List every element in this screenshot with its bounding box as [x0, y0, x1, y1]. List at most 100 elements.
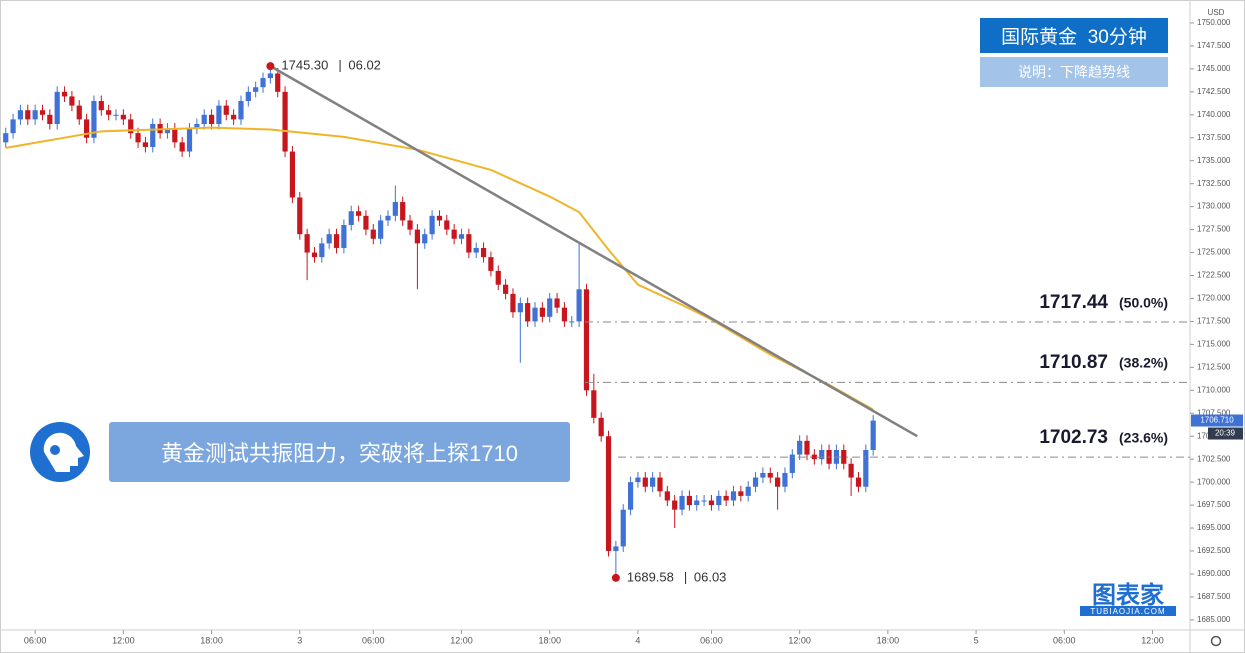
candle-body — [172, 128, 178, 143]
candle-body — [650, 477, 656, 487]
candle-body — [76, 105, 82, 120]
candle-body — [539, 307, 545, 317]
candle-body — [752, 477, 759, 487]
candle-body — [525, 303, 531, 322]
x-tick-label: 18:00 — [538, 635, 561, 645]
extreme-separator: | — [684, 569, 687, 584]
candle-body — [855, 477, 862, 487]
candle-body — [260, 78, 266, 88]
y-tick-label: 1735.000 — [1197, 156, 1231, 165]
y-tick-label: 1697.500 — [1197, 500, 1231, 509]
y-tick-label: 1745.000 — [1197, 64, 1231, 73]
candle-body — [664, 491, 670, 501]
candle-body — [466, 234, 472, 253]
candle-body — [473, 247, 479, 253]
candle-body — [561, 307, 568, 322]
candle-body — [613, 546, 619, 552]
candle-body — [201, 114, 207, 124]
candle-body — [363, 215, 369, 230]
x-tick-label: 3 — [297, 635, 302, 645]
x-tick-label: 06:00 — [362, 635, 385, 645]
candle-body — [282, 91, 288, 152]
candle-body — [635, 477, 641, 483]
y-tick-label: 1687.500 — [1197, 592, 1231, 601]
candle-body — [128, 119, 134, 134]
extreme-point — [266, 62, 275, 71]
candle-body — [517, 303, 523, 313]
candle-body — [672, 500, 678, 510]
candle-body — [378, 220, 384, 239]
candle-body — [341, 225, 347, 248]
y-tick-label: 1690.000 — [1197, 569, 1231, 578]
candle-body — [414, 229, 420, 244]
candle-body — [444, 220, 450, 230]
candle-body — [238, 101, 244, 120]
settings-icon[interactable] — [1210, 635, 1222, 647]
candle-body — [186, 128, 193, 152]
y-tick-label: 1700.000 — [1197, 477, 1231, 486]
candle-body — [348, 211, 354, 225]
candle-body — [819, 450, 825, 460]
candle-body — [113, 114, 119, 116]
x-tick-label: 4 — [635, 635, 640, 645]
extreme-price: 1745.30 — [281, 58, 328, 73]
title-box: 国际黄金 30分钟 — [980, 18, 1168, 53]
candle-body — [400, 202, 406, 221]
candle-body — [436, 215, 443, 221]
candle-body — [61, 91, 68, 97]
candle-body — [627, 482, 634, 510]
candle-body — [591, 390, 597, 418]
extreme-separator: | — [338, 58, 341, 73]
candle-body — [797, 440, 803, 455]
candle-body — [98, 101, 104, 111]
y-tick-label: 1717.500 — [1197, 317, 1231, 326]
candle-body — [319, 243, 325, 258]
extreme-point — [611, 573, 620, 582]
x-tick-label: 18:00 — [200, 635, 223, 645]
candle-body — [532, 307, 538, 322]
y-tick-label: 1725.000 — [1197, 248, 1231, 257]
candle-body — [385, 215, 391, 221]
candle-body — [422, 234, 428, 244]
candle-body — [480, 247, 487, 258]
y-tick-label: 1692.500 — [1197, 546, 1231, 555]
candle-body — [47, 114, 53, 124]
candle-body — [782, 472, 788, 487]
candle-body — [657, 477, 663, 492]
x-tick-label: 12:00 — [112, 635, 135, 645]
y-tick-label: 1715.000 — [1197, 339, 1231, 348]
candle-body — [510, 293, 516, 313]
brand: 图表家 — [1092, 581, 1164, 609]
candle-body — [370, 229, 376, 239]
y-tick-label: 1737.500 — [1197, 133, 1231, 142]
candle-body — [355, 211, 362, 216]
candle-body — [708, 500, 715, 506]
candle-body — [164, 128, 171, 134]
candle-body — [333, 234, 340, 248]
candle-body — [275, 73, 281, 92]
candle-body — [120, 114, 126, 120]
candle-body — [142, 142, 149, 147]
candle-body — [789, 454, 795, 473]
fib-value: 1717.44 — [1039, 292, 1108, 313]
candle-body — [297, 197, 303, 235]
candle-body — [17, 110, 24, 120]
y-tick-label: 1740.000 — [1197, 110, 1231, 119]
y-tick-label: 1747.500 — [1197, 41, 1231, 50]
candle-body — [32, 110, 38, 120]
candle-body — [598, 417, 604, 437]
y-tick-label: 1712.500 — [1197, 362, 1231, 371]
candle-body — [451, 229, 457, 239]
candle-body — [39, 110, 46, 115]
y-tick-label: 1722.500 — [1197, 271, 1231, 280]
candle-body — [216, 105, 222, 124]
y-tick-label: 1720.000 — [1197, 294, 1231, 303]
candle-body — [407, 220, 413, 230]
y-tick-label: 1732.500 — [1197, 179, 1231, 188]
candle-body — [716, 495, 722, 506]
candle-body — [150, 123, 156, 147]
y-tick-label: 1695.000 — [1197, 523, 1231, 532]
